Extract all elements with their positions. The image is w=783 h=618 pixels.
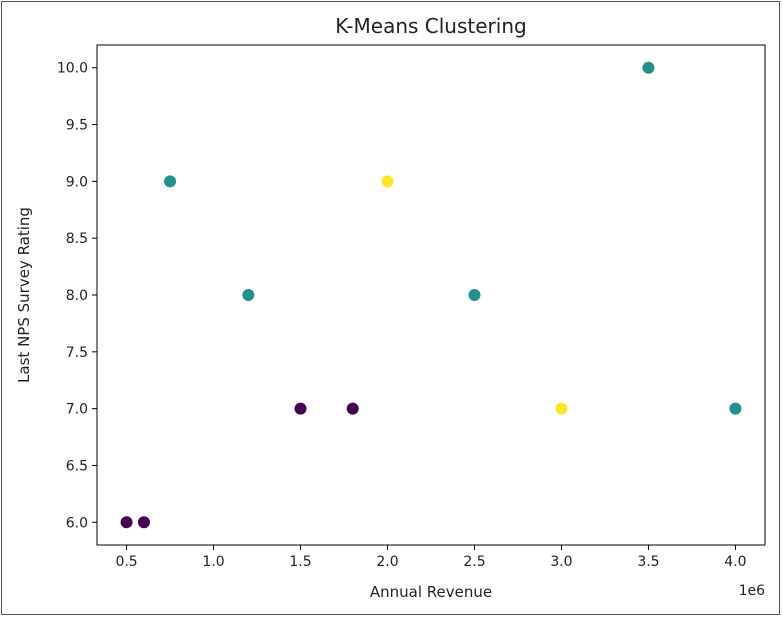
x-axis-offset-label: 1e6	[739, 583, 766, 599]
y-tick-label: 10.0	[57, 61, 88, 77]
y-tick-label: 8.5	[66, 231, 88, 247]
chart-title: K-Means Clustering	[335, 14, 526, 38]
y-tick-label: 9.5	[66, 118, 88, 134]
y-axis-ticks: 6.0 6.5 7.0 7.5 8.0 8.5 9.0 9.5 10.0	[57, 61, 97, 531]
data-point-cluster-1	[164, 175, 177, 188]
x-tick-label: 4.0	[724, 554, 746, 570]
x-tick-label: 1.0	[202, 554, 224, 570]
x-axis-ticks: 0.5 1.0 1.5 2.0 2.5 3.0 3.5 4.0	[115, 545, 747, 570]
data-point-cluster-0	[137, 516, 150, 529]
data-point-cluster-0	[120, 516, 133, 529]
data-point-cluster-1	[642, 61, 655, 74]
x-tick-label: 2.5	[463, 554, 485, 570]
data-point-cluster-0	[346, 402, 359, 415]
y-axis-label: Last NPS Survey Rating	[15, 207, 33, 383]
x-tick-label: 3.0	[550, 554, 572, 570]
data-point-cluster-1	[242, 289, 255, 301]
y-tick-label: 9.0	[66, 174, 88, 190]
plot-area	[96, 44, 766, 546]
y-tick-label: 7.5	[66, 345, 88, 361]
data-point-cluster-1	[468, 289, 481, 301]
data-point-cluster-1	[729, 402, 742, 415]
x-tick-label: 3.5	[637, 554, 659, 570]
x-tick-label: 1.5	[289, 554, 311, 570]
x-tick-label: 0.5	[115, 554, 137, 570]
data-point-cluster-0	[294, 402, 307, 415]
data-point-cluster-2	[555, 402, 568, 415]
y-tick-label: 6.5	[66, 458, 88, 474]
y-tick-label: 7.0	[66, 402, 88, 418]
x-tick-label: 2.0	[376, 554, 398, 570]
y-tick-label: 8.0	[66, 288, 88, 304]
y-tick-label: 6.0	[66, 515, 88, 531]
data-points	[120, 61, 742, 529]
data-point-cluster-2	[381, 175, 394, 188]
x-axis-label: Annual Revenue	[370, 583, 492, 601]
